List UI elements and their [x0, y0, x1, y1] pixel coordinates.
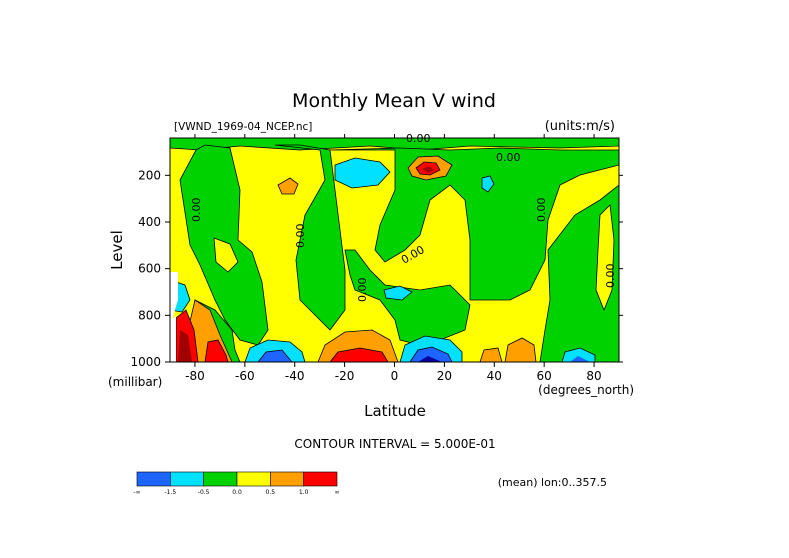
x-axis-label: Latitude [364, 402, 426, 420]
contour-label-4: 0.00 [294, 224, 307, 249]
y-tick-label: 800 [138, 308, 161, 322]
chart-title: Monthly Mean V wind [292, 90, 496, 112]
x-unit-label: (degrees_north) [538, 383, 634, 397]
region-pos-finger [595, 204, 615, 312]
contour-label-3: 0.00 [190, 198, 203, 223]
x-axis: -80 -60 -40 -20 0 20 40 60 80 [185, 134, 602, 383]
region-cyan-sfc-65n [561, 347, 596, 362]
contour-label-7: 0.00 [535, 198, 548, 223]
legend-swatch [270, 471, 304, 487]
x-tick-label: 0 [391, 369, 399, 383]
y-unit-label: (millibar) [108, 375, 162, 389]
x-tick-label: 40 [487, 369, 502, 383]
region-orange-upper [277, 177, 299, 195]
legend-swatch [303, 471, 338, 487]
region-neg-mid [274, 144, 346, 331]
y-tick-label: 1000 [130, 355, 161, 369]
legend-tick-label: 0.0 [232, 489, 242, 496]
y-tick-label: 600 [138, 262, 161, 276]
region-blue-sfc-65n [570, 356, 590, 362]
region-orange-sfc-50n [504, 337, 537, 362]
y-tick-label: 400 [138, 215, 161, 229]
y-axis: 200 400 600 800 1000 [130, 168, 623, 369]
contour-label-8: 0.00 [604, 264, 617, 289]
x-tick-label: 80 [586, 369, 601, 383]
x-tick-label: -20 [335, 369, 355, 383]
region-darkblue-sfc-15n [418, 356, 442, 362]
x-tick-label: -80 [185, 369, 205, 383]
region-orange-sfc-40n [479, 347, 503, 362]
region-darkred-sfc-85s [178, 330, 192, 362]
region-darkred-jet [422, 166, 434, 173]
legend-tick-label: -∞ [133, 489, 140, 496]
region-neg-eq-lower [344, 249, 471, 346]
x-tick-label: -60 [235, 369, 255, 383]
legend-swatch [136, 471, 171, 487]
x-tick-label: 20 [437, 369, 452, 383]
legend-tick-label: 1.0 [299, 489, 309, 496]
legend-swatch [203, 471, 238, 487]
units-label: (units:m/s) [545, 119, 615, 134]
contour-label-6: 0.00 [356, 278, 369, 303]
legend-tick-label: -0.5 [198, 489, 210, 496]
x-tick-label: 60 [537, 369, 552, 383]
region-neg-center [329, 147, 619, 301]
region-missing-lower [170, 316, 176, 362]
color-legend: -∞ -1.5 -0.5 0.0 0.5 1.0 ∞ [133, 471, 340, 496]
region-pos-island [213, 237, 239, 273]
region-missing-upper [170, 272, 178, 320]
legend-swatch [236, 471, 271, 487]
legend-swatch [170, 471, 204, 487]
region-blue-sfc-15n [409, 346, 453, 362]
x-tick-label: -40 [285, 369, 305, 383]
legend-tick-label: ∞ [335, 489, 340, 496]
contour-interval-text: CONTOUR INTERVAL = 5.000E-01 [294, 437, 495, 451]
legend-tick-label: 0.5 [266, 489, 276, 496]
legend-tick-label: -1.5 [164, 489, 176, 496]
contour-field [170, 138, 619, 362]
region-cyan-small [481, 175, 495, 193]
region-cyan-upper [334, 157, 391, 189]
region-red-sfc-75s [204, 339, 229, 362]
region-red-sfc-15s [329, 347, 389, 362]
y-axis-label: Level [108, 230, 126, 270]
y-tick-label: 200 [138, 168, 161, 182]
region-cyan-mid [383, 285, 413, 301]
region-blue-sfc-40s [257, 349, 293, 362]
mean-text: (mean) lon:0..357.5 [498, 476, 607, 489]
dataset-label: [VWND_1969-04_NCEP.nc] [174, 121, 312, 133]
contour-label-2: 0.00 [496, 151, 521, 164]
